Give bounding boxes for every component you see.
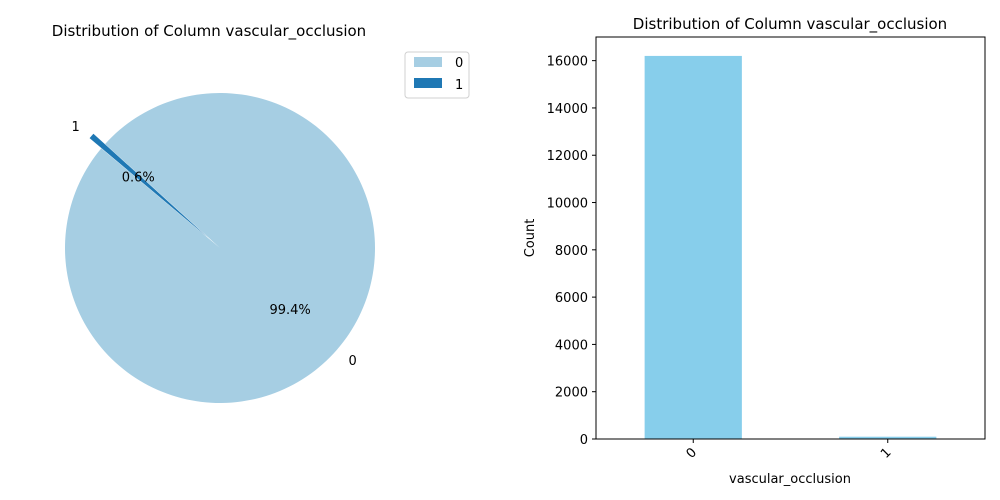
y-tick-label: 0 — [580, 433, 588, 448]
pie-percent-0: 99.4% — [269, 303, 310, 318]
bar-chart-title: Distribution of Column vascular_occlusio… — [633, 15, 947, 34]
bar-y-axis-ticks: 0 2000 4000 6000 8000 10000 12000 14000 16000 — [547, 55, 596, 448]
bar-chart-panel: Distribution of Column vascular_occlusio… — [523, 15, 986, 487]
pie-percent-1: 0.6% — [122, 171, 155, 186]
pie-chart-panel: Distribution of Column vascular_occlusio… — [52, 22, 470, 403]
y-tick-label: 2000 — [555, 386, 588, 401]
pie-slice-0 — [65, 92, 376, 403]
legend-label-1: 1 — [455, 78, 463, 93]
legend-label-0: 0 — [455, 56, 463, 71]
pie-legend: 0 1 — [404, 51, 470, 99]
pie-label-1: 1 — [72, 120, 80, 135]
bar-y-axis-label: Count — [523, 219, 538, 258]
bar-1 — [839, 436, 937, 439]
legend-swatch-0 — [414, 57, 442, 67]
x-tick-label: 1 — [878, 445, 894, 461]
pie-labels: 0 99.4% 1 0.6% — [72, 120, 357, 369]
pie-slice-1 — [89, 133, 209, 238]
bar-0 — [644, 55, 742, 439]
bars — [644, 55, 937, 439]
x-tick-label: 0 — [684, 445, 700, 461]
y-tick-label: 8000 — [555, 244, 588, 259]
legend-swatch-1 — [414, 78, 442, 88]
bar-plot-frame — [595, 36, 986, 440]
y-tick-label: 14000 — [547, 102, 588, 117]
y-tick-label: 10000 — [547, 197, 588, 212]
y-tick-label: 12000 — [547, 149, 588, 164]
y-tick-label: 16000 — [547, 55, 588, 70]
bar-x-axis-label: vascular_occlusion — [729, 472, 851, 487]
y-tick-label: 6000 — [555, 291, 588, 306]
y-tick-label: 4000 — [555, 338, 588, 353]
pie-slices — [65, 92, 376, 403]
pie-label-0: 0 — [349, 354, 357, 369]
pie-chart-title: Distribution of Column vascular_occlusio… — [52, 22, 366, 41]
